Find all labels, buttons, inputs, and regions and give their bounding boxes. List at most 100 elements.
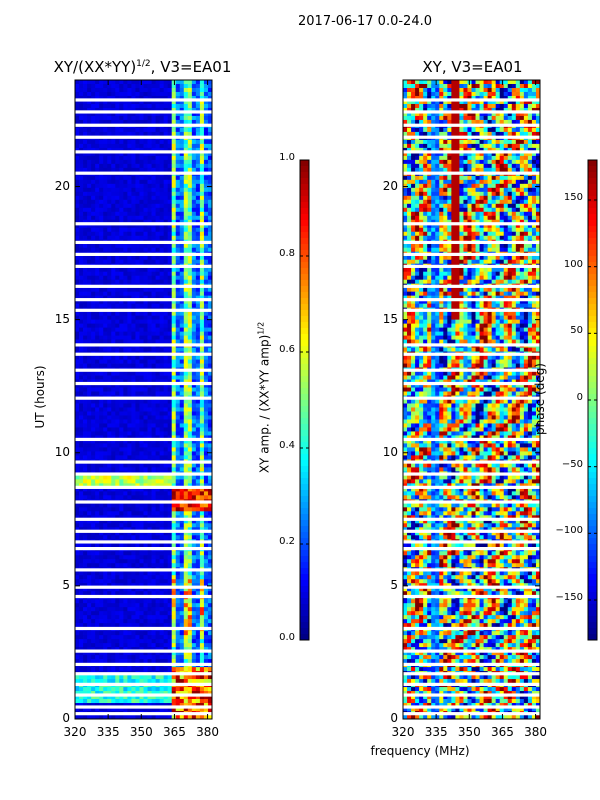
heatmap-cell xyxy=(103,295,108,301)
heatmap-cell xyxy=(159,579,165,584)
heatmap-cell xyxy=(143,167,148,173)
heatmap-cell xyxy=(75,591,80,596)
heatmap-cell xyxy=(191,611,197,616)
heatmap-cell xyxy=(183,303,189,309)
heatmap-cell xyxy=(79,231,84,237)
heatmap-cell xyxy=(147,383,152,388)
heatmap-cell xyxy=(187,115,193,121)
heatmap-cell xyxy=(135,311,140,317)
heatmap-cell xyxy=(187,587,193,592)
heatmap-cell xyxy=(175,287,181,293)
heatmap-cell xyxy=(119,483,124,488)
heatmap-cell xyxy=(151,619,156,624)
heatmap-cell xyxy=(195,615,201,620)
heatmap-cell xyxy=(203,643,209,648)
heatmap-cell xyxy=(187,415,193,420)
heatmap-cell xyxy=(131,559,136,564)
heatmap-cell xyxy=(123,651,128,656)
heatmap-cell xyxy=(191,295,197,301)
heatmap-cell xyxy=(75,467,80,472)
heatmap-cell xyxy=(155,207,161,213)
heatmap-cell xyxy=(95,199,100,205)
heatmap-cell xyxy=(151,587,156,592)
heatmap-cell xyxy=(195,271,201,277)
heatmap-cell xyxy=(199,167,205,173)
heatmap-cell xyxy=(91,427,96,432)
heatmap-cell xyxy=(75,479,80,484)
heatmap-cell xyxy=(175,507,181,512)
heatmap-cell xyxy=(135,495,140,500)
heatmap-cell xyxy=(175,119,181,125)
heatmap-cell xyxy=(191,583,197,588)
heatmap-cell xyxy=(87,591,92,596)
heatmap-cell xyxy=(95,295,100,301)
heatmap-cell xyxy=(99,479,104,484)
heatmap-cell xyxy=(171,295,177,301)
heatmap-cell xyxy=(95,179,100,185)
heatmap-cell xyxy=(131,155,136,161)
heatmap-cell xyxy=(99,347,104,352)
heatmap-cell xyxy=(83,391,88,396)
heatmap-cell xyxy=(75,575,80,580)
heatmap-cell xyxy=(115,311,120,317)
heatmap-cell xyxy=(83,255,88,261)
heatmap-cell xyxy=(143,399,148,404)
heatmap-cell xyxy=(99,543,104,548)
heatmap-cell xyxy=(115,543,120,548)
heatmap-cell xyxy=(199,335,205,340)
heatmap-cell xyxy=(187,119,193,125)
heatmap-cell xyxy=(115,231,120,237)
heatmap-cell xyxy=(199,419,205,424)
heatmap-cell xyxy=(151,303,156,309)
heatmap-cell xyxy=(151,339,156,344)
heatmap-cell xyxy=(107,443,112,448)
heatmap-cell xyxy=(123,563,128,568)
heatmap-cell xyxy=(135,80,140,85)
heatmap-cell xyxy=(107,439,112,444)
heatmap-cell xyxy=(103,275,108,281)
heatmap-cell xyxy=(143,319,148,325)
heatmap-cell xyxy=(183,91,189,97)
heatmap-cell xyxy=(159,495,165,500)
heatmap-cell xyxy=(99,511,104,516)
heatmap-cell xyxy=(207,111,213,117)
heatmap-cell xyxy=(167,227,173,233)
heatmap-cell xyxy=(151,467,156,472)
heatmap-cell xyxy=(143,579,148,584)
heatmap-cell xyxy=(175,591,181,596)
heatmap-cell xyxy=(127,331,132,336)
heatmap-cell xyxy=(131,503,136,508)
heatmap-cell xyxy=(195,299,201,305)
heatmap-cell xyxy=(155,279,161,285)
heatmap-cell xyxy=(75,195,80,201)
heatmap-cell xyxy=(135,191,140,197)
heatmap-cell xyxy=(107,427,112,432)
heatmap-cell xyxy=(107,167,112,173)
heatmap-cell xyxy=(151,475,156,480)
heatmap-cell xyxy=(171,483,177,488)
heatmap-cell xyxy=(203,207,209,213)
heatmap-cell xyxy=(179,383,185,388)
heatmap-cell xyxy=(151,231,156,237)
heatmap-cell xyxy=(123,543,128,548)
heatmap-cell xyxy=(83,527,88,532)
heatmap-cell xyxy=(131,231,136,237)
heatmap-cell xyxy=(111,87,116,93)
heatmap-cell xyxy=(87,587,92,592)
heatmap-cell xyxy=(79,495,84,500)
heatmap-cell xyxy=(139,339,144,344)
heatmap-cell xyxy=(139,571,144,576)
heatmap-cell xyxy=(147,443,152,448)
heatmap-cell xyxy=(95,387,100,392)
heatmap-cell xyxy=(103,615,108,620)
heatmap-cell xyxy=(151,399,156,404)
heatmap-cell xyxy=(171,611,177,616)
heatmap-cell xyxy=(111,427,116,432)
heatmap-cell xyxy=(159,371,165,376)
heatmap-cell xyxy=(199,319,205,325)
heatmap-cell xyxy=(91,659,96,664)
heatmap-cell xyxy=(95,515,100,520)
heatmap-cell xyxy=(147,643,152,648)
heatmap-cell xyxy=(167,80,173,85)
heatmap-cell xyxy=(151,371,156,376)
